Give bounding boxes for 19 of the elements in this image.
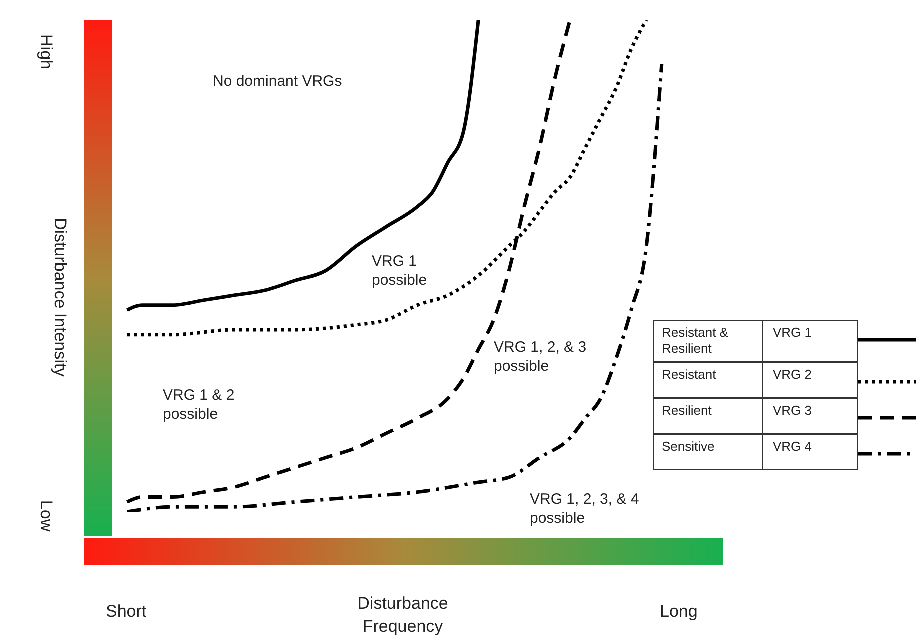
text: VRG 2 (762, 362, 858, 398)
text: Long (660, 602, 698, 622)
x-axis-title: Disturbance Frequency (356, 593, 450, 638)
annotation: VRG 1 & 2 possible (163, 386, 236, 424)
annotation: Resilient (653, 398, 763, 434)
text: Low (36, 500, 56, 532)
y-axis-title: Disturbance Intensity (50, 218, 70, 377)
annotation: No dominant VRGs (213, 72, 344, 91)
text: VRG 3 (762, 398, 858, 434)
annotation: VRG 1, 2, & 3 possible (494, 338, 588, 376)
text: VRG 1 (762, 320, 858, 362)
annotation: Resistant & Resilient (653, 320, 763, 362)
text: Short (106, 602, 147, 622)
annotation: Sensitive (653, 434, 763, 470)
annotation: Resistant (653, 362, 763, 398)
annotation: VRG 1, 2, 3, & 4 possible (530, 490, 640, 528)
annotation: VRG 1 possible (372, 252, 428, 290)
text: VRG 4 (762, 434, 858, 470)
text: High (36, 34, 56, 70)
